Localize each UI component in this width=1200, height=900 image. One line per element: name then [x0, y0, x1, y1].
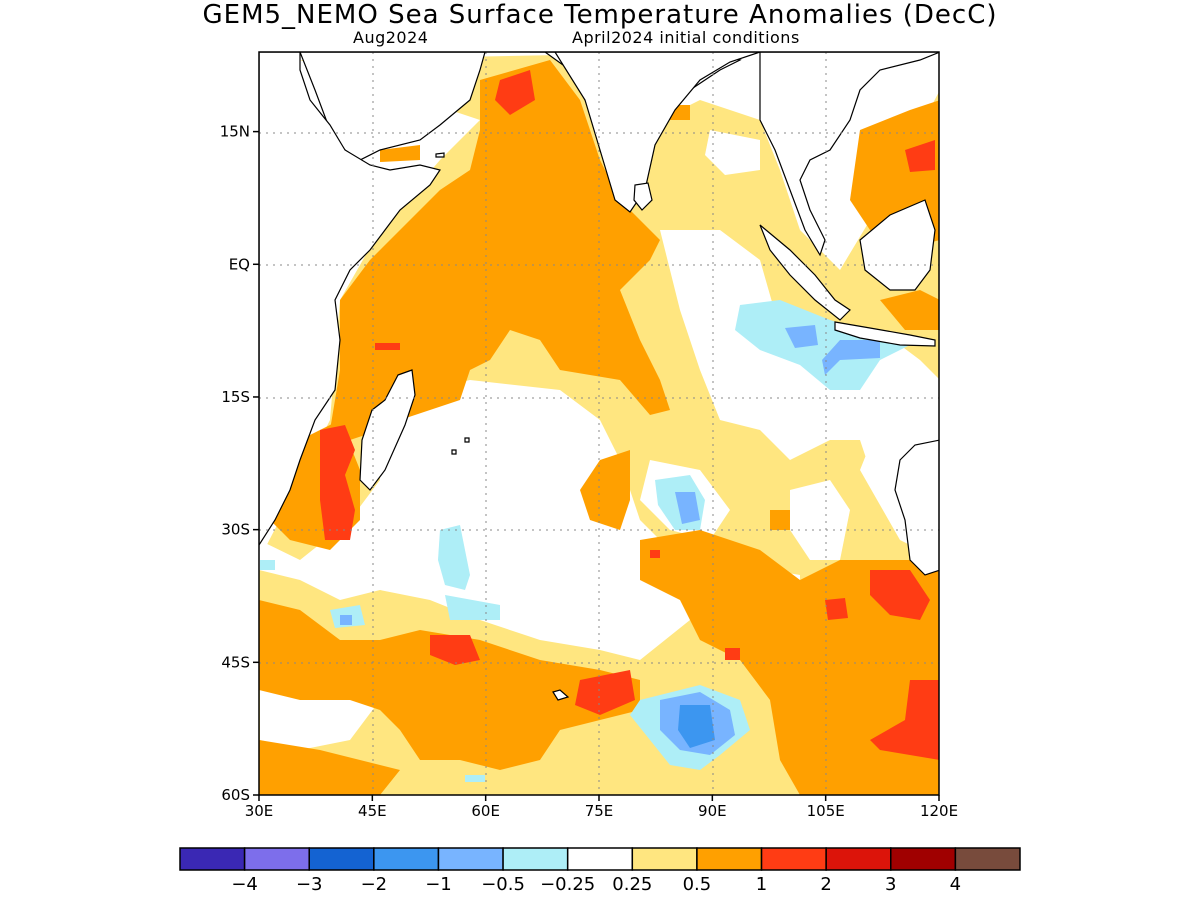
lat-tick-label: 45S: [221, 653, 250, 671]
lat-tick-label: 15S: [221, 388, 250, 406]
colorbar-swatch: [373, 847, 440, 871]
colorbar-swatch: [890, 847, 957, 871]
colorbar-labels: −4 −3 −2 −1 −0.5 −0.25 0.25 0.5 1 2 3 4: [231, 874, 961, 895]
forecast-month: Aug2024: [353, 28, 429, 47]
india-peninsula: [554, 52, 761, 213]
colorbar-label: 2: [820, 874, 831, 895]
longitude-axis: 30E 45E 60E 75E 90E 105E 120E: [245, 795, 958, 820]
madagascar-land: [359, 369, 416, 491]
colorbar-swatch: [954, 847, 1021, 871]
lat-tick-label: 60S: [221, 786, 250, 804]
anomaly-contour-0.5: [259, 60, 939, 795]
colorbar-swatch: [566, 847, 634, 871]
colorbar-swatch: [243, 847, 310, 871]
colorbar-label: 0.5: [683, 874, 712, 895]
graticule: [259, 52, 939, 795]
lon-tick-label: 120E: [920, 802, 958, 820]
colorbar-swatch: [825, 847, 892, 871]
colorbar-label: 1: [756, 874, 767, 895]
colorbar-label: 4: [950, 874, 961, 895]
lon-tick-label: 105E: [807, 802, 845, 820]
colorbar-label: −0.25: [540, 874, 595, 895]
lon-tick-label: 75E: [585, 802, 614, 820]
anomaly-neutral-zones: [259, 130, 939, 750]
lat-tick-label: 15N: [220, 123, 250, 141]
sumatra-land: [759, 224, 851, 321]
colorbar-swatch: [179, 847, 246, 871]
colorbar-label: −1: [425, 874, 452, 895]
colorbar-swatch: [631, 847, 698, 871]
latitude-axis: 15N EQ 15S 30S 45S 60S: [220, 123, 259, 804]
mauritius-island: [451, 449, 457, 455]
australia-land: [894, 439, 939, 576]
africa-east-coast: [259, 52, 441, 547]
colorbar-label: −2: [361, 874, 388, 895]
lat-tick-label: EQ: [229, 255, 250, 273]
land-masses: [259, 52, 939, 701]
colorbar-swatch: [760, 847, 827, 871]
kerguelen-island: [552, 689, 570, 701]
colorbar-label: 3: [885, 874, 896, 895]
initial-conditions: April2024 initial conditions: [572, 28, 800, 47]
colorbar-label: −3: [296, 874, 323, 895]
java-land: [834, 321, 936, 347]
lon-tick-label: 90E: [698, 802, 727, 820]
lon-tick-label: 30E: [245, 802, 274, 820]
lon-tick-label: 60E: [471, 802, 500, 820]
colorbar-label: −0.5: [481, 874, 525, 895]
lon-tick-label: 45E: [358, 802, 387, 820]
colorbar-swatch: [502, 847, 569, 871]
colorbar-label: −4: [231, 874, 258, 895]
reunion-island: [464, 437, 470, 443]
colorbar-swatch: [696, 847, 763, 871]
borneo-land: [859, 199, 936, 291]
southeast-asia-land: [759, 52, 939, 257]
colorbar-swatch: [437, 847, 504, 871]
colorbar-swatch: [308, 847, 375, 871]
colorbar: [179, 847, 1021, 871]
lat-tick-label: 30S: [221, 521, 250, 539]
anomaly-field: [259, 52, 939, 795]
anomaly-contour-1: [320, 70, 939, 760]
map-title: GEM5_NEMO Sea Surface Temperature Anomal…: [202, 0, 998, 30]
anomaly-contour-negative: [260, 300, 910, 782]
colorbar-label: 0.25: [612, 874, 652, 895]
socotra-island: [435, 152, 445, 158]
sri-lanka-land: [633, 182, 653, 211]
